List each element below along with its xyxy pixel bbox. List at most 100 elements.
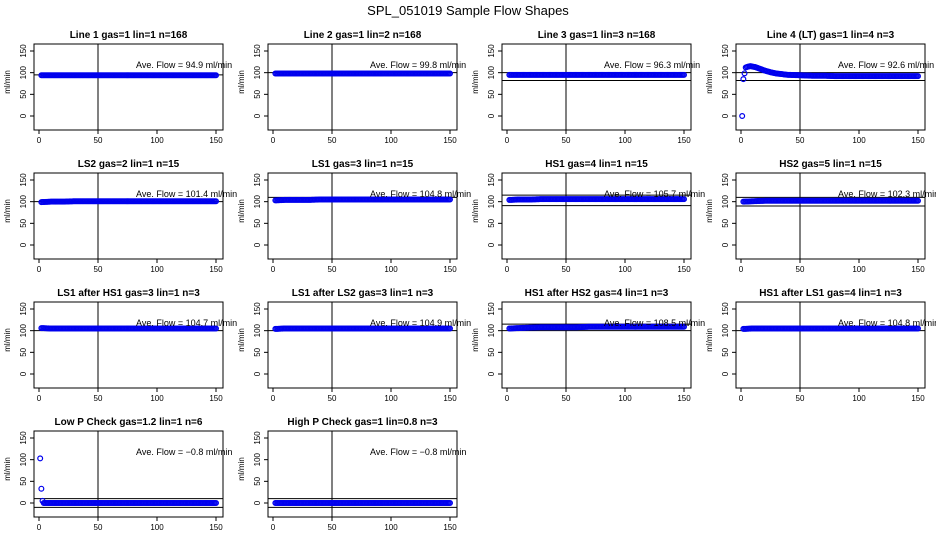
y-tick-label: 100 bbox=[721, 194, 730, 208]
y-axis-label: ml/min bbox=[3, 328, 12, 352]
data-point bbox=[213, 198, 220, 205]
data-point bbox=[447, 70, 454, 77]
y-tick-label: 150 bbox=[721, 44, 730, 58]
x-tick-label: 0 bbox=[37, 136, 42, 145]
x-tick-label: 100 bbox=[618, 265, 632, 274]
x-tick-label: 100 bbox=[852, 394, 866, 403]
y-tick-label: 150 bbox=[721, 173, 730, 187]
x-tick-label: 100 bbox=[384, 265, 398, 274]
x-tick-label: 150 bbox=[911, 394, 925, 403]
data-point bbox=[447, 500, 454, 507]
x-tick-label: 100 bbox=[618, 394, 632, 403]
data-point bbox=[213, 72, 220, 79]
data-point bbox=[914, 197, 921, 204]
panel-title: HS1 after HS2 gas=4 lin=1 n=3 bbox=[525, 288, 669, 299]
y-tick-label: 50 bbox=[19, 476, 28, 485]
data-point bbox=[213, 500, 220, 507]
panel-title: Line 4 (LT) gas=1 lin=4 n=3 bbox=[767, 30, 895, 41]
x-tick-label: 150 bbox=[209, 136, 223, 145]
y-tick-label: 100 bbox=[19, 194, 28, 208]
plot-frame bbox=[735, 301, 926, 389]
average-flow-annotation: Ave. Flow = 92.6 ml/min bbox=[838, 60, 934, 70]
x-tick-label: 150 bbox=[677, 136, 691, 145]
y-tick-label: 50 bbox=[721, 89, 730, 98]
y-axis-label: ml/min bbox=[237, 457, 246, 481]
chart-panel: HS1 after LS1 gas=4 lin=1 n=3 ml/min 0 50 10… bbox=[705, 288, 936, 403]
x-tick-label: 150 bbox=[443, 394, 457, 403]
panel-title: Line 1 gas=1 lin=1 n=168 bbox=[70, 30, 188, 41]
y-tick-label: 0 bbox=[19, 113, 28, 118]
x-tick-label: 50 bbox=[328, 265, 337, 274]
chart-panel: LS1 after HS1 gas=3 lin=1 n=3 ml/min 0 50 10… bbox=[3, 288, 237, 403]
x-tick-label: 0 bbox=[37, 394, 42, 403]
chart-panel: Line 2 gas=1 lin=2 n=168 ml/min 0 50 100 150 0… bbox=[237, 30, 466, 145]
y-axis-label: ml/min bbox=[237, 328, 246, 352]
average-flow-annotation: Ave. Flow = −0.8 ml/min bbox=[370, 447, 466, 457]
data-point bbox=[680, 196, 687, 203]
x-tick-label: 150 bbox=[443, 136, 457, 145]
y-tick-label: 50 bbox=[253, 347, 262, 356]
x-tick-label: 50 bbox=[94, 394, 103, 403]
average-flow-annotation: Ave. Flow = 102.3 ml/min bbox=[838, 189, 936, 199]
x-tick-label: 50 bbox=[796, 265, 805, 274]
chart-panel: High P Check gas=1 lin=0.8 n=3 ml/min 0 50 1… bbox=[237, 417, 466, 532]
average-flow-annotation: Ave. Flow = 104.9 ml/min bbox=[370, 318, 471, 328]
plot-frame bbox=[33, 301, 224, 389]
average-flow-annotation: Ave. Flow = 104.8 ml/min bbox=[838, 318, 936, 328]
x-tick-label: 50 bbox=[562, 136, 571, 145]
chart-panel: Line 1 gas=1 lin=1 n=168 ml/min 0 50 100 150 0… bbox=[3, 30, 232, 145]
panel-title: HS1 after LS1 gas=4 lin=1 n=3 bbox=[759, 288, 902, 299]
average-flow-annotation: Ave. Flow = 108.5 ml/min bbox=[604, 318, 705, 328]
x-tick-label: 100 bbox=[150, 523, 164, 532]
average-flow-annotation: Ave. Flow = 105.7 ml/min bbox=[604, 189, 705, 199]
x-tick-label: 0 bbox=[271, 394, 276, 403]
x-tick-label: 100 bbox=[852, 136, 866, 145]
data-point bbox=[37, 455, 44, 462]
plot-frame bbox=[501, 43, 692, 131]
y-tick-label: 0 bbox=[253, 371, 262, 376]
y-axis-label: ml/min bbox=[471, 328, 480, 352]
y-tick-label: 0 bbox=[721, 113, 730, 118]
x-tick-label: 0 bbox=[271, 136, 276, 145]
chart-panel: HS2 gas=5 lin=1 n=15 ml/min 0 50 100 150 0 50 10… bbox=[705, 159, 936, 274]
x-tick-label: 50 bbox=[796, 394, 805, 403]
x-tick-label: 50 bbox=[328, 394, 337, 403]
panel-title: HS2 gas=5 lin=1 n=15 bbox=[779, 159, 882, 170]
x-tick-label: 100 bbox=[618, 136, 632, 145]
panel-title: LS2 gas=2 lin=1 n=15 bbox=[78, 159, 180, 170]
x-tick-label: 100 bbox=[384, 394, 398, 403]
average-flow-annotation: Ave. Flow = 104.8 ml/min bbox=[370, 189, 471, 199]
y-tick-label: 100 bbox=[253, 194, 262, 208]
y-tick-label: 150 bbox=[487, 173, 496, 187]
plot-frame bbox=[735, 172, 926, 260]
panel-title: LS1 gas=3 lin=1 n=15 bbox=[312, 159, 414, 170]
plot-frame bbox=[33, 172, 224, 260]
x-tick-label: 100 bbox=[150, 394, 164, 403]
y-tick-label: 50 bbox=[721, 347, 730, 356]
figure-title: SPL_051019 Sample Flow Shapes bbox=[367, 3, 569, 18]
x-tick-label: 0 bbox=[505, 394, 510, 403]
y-axis-label: ml/min bbox=[3, 70, 12, 94]
x-tick-label: 100 bbox=[852, 265, 866, 274]
y-tick-label: 50 bbox=[19, 347, 28, 356]
data-point bbox=[741, 70, 748, 77]
x-tick-label: 50 bbox=[94, 136, 103, 145]
y-tick-label: 100 bbox=[487, 194, 496, 208]
y-tick-label: 0 bbox=[253, 242, 262, 247]
x-tick-label: 100 bbox=[384, 136, 398, 145]
panel-title: HS1 gas=4 lin=1 n=15 bbox=[545, 159, 648, 170]
x-tick-label: 150 bbox=[443, 265, 457, 274]
y-tick-label: 100 bbox=[253, 323, 262, 337]
data-point bbox=[447, 196, 454, 203]
chart-panel: Line 4 (LT) gas=1 lin=4 n=3 ml/min 0 50 100 1… bbox=[705, 30, 934, 145]
x-tick-label: 100 bbox=[150, 265, 164, 274]
y-tick-label: 50 bbox=[253, 89, 262, 98]
panel-title: LS1 after HS1 gas=3 lin=1 n=3 bbox=[57, 288, 200, 299]
x-tick-label: 0 bbox=[739, 265, 744, 274]
panel-title: LS1 after LS2 gas=3 lin=1 n=3 bbox=[292, 288, 434, 299]
plot-frame bbox=[33, 430, 224, 518]
y-tick-label: 100 bbox=[19, 323, 28, 337]
y-tick-label: 100 bbox=[253, 65, 262, 79]
x-tick-label: 150 bbox=[209, 523, 223, 532]
